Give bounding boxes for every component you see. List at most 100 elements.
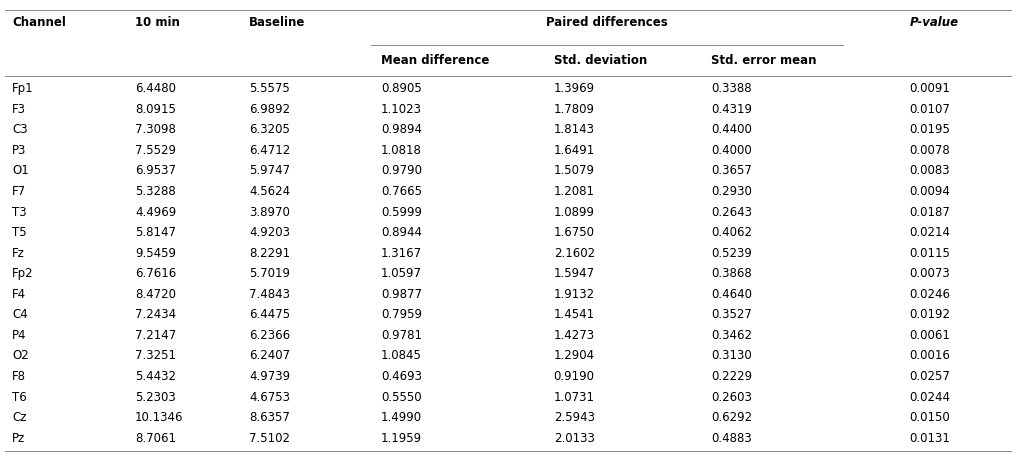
Text: Cz: Cz xyxy=(12,411,26,424)
Text: Mean difference: Mean difference xyxy=(381,54,490,67)
Text: 4.9739: 4.9739 xyxy=(249,370,290,383)
Text: 1.8143: 1.8143 xyxy=(554,123,594,136)
Text: 8.7061: 8.7061 xyxy=(135,431,176,445)
Text: Paired differences: Paired differences xyxy=(546,16,668,29)
Text: 0.9781: 0.9781 xyxy=(381,329,422,342)
Text: 1.5947: 1.5947 xyxy=(554,267,594,280)
Text: 0.0083: 0.0083 xyxy=(909,164,950,178)
Text: 0.2930: 0.2930 xyxy=(711,185,752,198)
Text: F3: F3 xyxy=(12,103,26,116)
Text: 0.4319: 0.4319 xyxy=(711,103,752,116)
Text: 1.9132: 1.9132 xyxy=(554,288,594,301)
Text: 6.2366: 6.2366 xyxy=(249,329,290,342)
Text: Pz: Pz xyxy=(12,431,25,445)
Text: 0.6292: 0.6292 xyxy=(711,411,752,424)
Text: 0.0061: 0.0061 xyxy=(909,329,950,342)
Text: 1.6491: 1.6491 xyxy=(554,144,595,157)
Text: 1.1959: 1.1959 xyxy=(381,431,422,445)
Text: 0.3657: 0.3657 xyxy=(711,164,752,178)
Text: 0.3527: 0.3527 xyxy=(711,308,752,321)
Text: 0.0257: 0.0257 xyxy=(909,370,950,383)
Text: 6.4475: 6.4475 xyxy=(249,308,290,321)
Text: 5.9747: 5.9747 xyxy=(249,164,290,178)
Text: 1.6750: 1.6750 xyxy=(554,226,594,239)
Text: 0.3388: 0.3388 xyxy=(711,82,752,95)
Text: 0.0107: 0.0107 xyxy=(909,103,950,116)
Text: 1.0818: 1.0818 xyxy=(381,144,422,157)
Text: 0.8905: 0.8905 xyxy=(381,82,422,95)
Text: 0.4400: 0.4400 xyxy=(711,123,752,136)
Text: 6.9892: 6.9892 xyxy=(249,103,290,116)
Text: 7.3251: 7.3251 xyxy=(135,349,176,363)
Text: 1.5079: 1.5079 xyxy=(554,164,594,178)
Text: 0.0078: 0.0078 xyxy=(909,144,950,157)
Text: 0.0150: 0.0150 xyxy=(909,411,950,424)
Text: 0.0214: 0.0214 xyxy=(909,226,950,239)
Text: 6.3205: 6.3205 xyxy=(249,123,290,136)
Text: 2.0133: 2.0133 xyxy=(554,431,594,445)
Text: 1.0597: 1.0597 xyxy=(381,267,422,280)
Text: 0.9790: 0.9790 xyxy=(381,164,422,178)
Text: 1.0899: 1.0899 xyxy=(554,206,594,218)
Text: O1: O1 xyxy=(12,164,28,178)
Text: C3: C3 xyxy=(12,123,27,136)
Text: 0.4000: 0.4000 xyxy=(711,144,752,157)
Text: 0.4062: 0.4062 xyxy=(711,226,752,239)
Text: 5.4432: 5.4432 xyxy=(135,370,176,383)
Text: 2.1602: 2.1602 xyxy=(554,246,594,260)
Text: 6.4480: 6.4480 xyxy=(135,82,176,95)
Text: 7.4843: 7.4843 xyxy=(249,288,290,301)
Text: 0.3130: 0.3130 xyxy=(711,349,752,363)
Text: 0.0091: 0.0091 xyxy=(909,82,950,95)
Text: 0.7665: 0.7665 xyxy=(381,185,422,198)
Text: 1.7809: 1.7809 xyxy=(554,103,594,116)
Text: Baseline: Baseline xyxy=(249,16,305,29)
Text: Std. deviation: Std. deviation xyxy=(554,54,647,67)
Text: 0.8944: 0.8944 xyxy=(381,226,422,239)
Text: Fz: Fz xyxy=(12,246,25,260)
Text: 0.9190: 0.9190 xyxy=(554,370,594,383)
Text: 3.8970: 3.8970 xyxy=(249,206,290,218)
Text: 5.8147: 5.8147 xyxy=(135,226,176,239)
Text: T5: T5 xyxy=(12,226,26,239)
Text: 4.5624: 4.5624 xyxy=(249,185,290,198)
Text: O2: O2 xyxy=(12,349,28,363)
Text: F7: F7 xyxy=(12,185,26,198)
Text: 0.0131: 0.0131 xyxy=(909,431,950,445)
Text: 0.0073: 0.0073 xyxy=(909,267,950,280)
Text: 0.0246: 0.0246 xyxy=(909,288,950,301)
Text: 0.4693: 0.4693 xyxy=(381,370,422,383)
Text: 4.6753: 4.6753 xyxy=(249,391,290,403)
Text: 1.0845: 1.0845 xyxy=(381,349,422,363)
Text: P3: P3 xyxy=(12,144,26,157)
Text: 6.4712: 6.4712 xyxy=(249,144,291,157)
Text: 0.2643: 0.2643 xyxy=(711,206,752,218)
Text: 0.0192: 0.0192 xyxy=(909,308,950,321)
Text: 9.5459: 9.5459 xyxy=(135,246,176,260)
Text: 7.2147: 7.2147 xyxy=(135,329,177,342)
Text: 6.2407: 6.2407 xyxy=(249,349,290,363)
Text: 7.5102: 7.5102 xyxy=(249,431,290,445)
Text: 6.9537: 6.9537 xyxy=(135,164,176,178)
Text: 0.4640: 0.4640 xyxy=(711,288,752,301)
Text: 1.3969: 1.3969 xyxy=(554,82,594,95)
Text: 0.9894: 0.9894 xyxy=(381,123,422,136)
Text: P-value: P-value xyxy=(909,16,958,29)
Text: Fp1: Fp1 xyxy=(12,82,34,95)
Text: 6.7616: 6.7616 xyxy=(135,267,177,280)
Text: 10.1346: 10.1346 xyxy=(135,411,184,424)
Text: 7.3098: 7.3098 xyxy=(135,123,176,136)
Text: 0.7959: 0.7959 xyxy=(381,308,422,321)
Text: 0.0187: 0.0187 xyxy=(909,206,950,218)
Text: 8.4720: 8.4720 xyxy=(135,288,176,301)
Text: F4: F4 xyxy=(12,288,26,301)
Text: 0.0115: 0.0115 xyxy=(909,246,950,260)
Text: 1.1023: 1.1023 xyxy=(381,103,422,116)
Text: 8.2291: 8.2291 xyxy=(249,246,290,260)
Text: 0.0244: 0.0244 xyxy=(909,391,950,403)
Text: 0.2229: 0.2229 xyxy=(711,370,752,383)
Text: 5.2303: 5.2303 xyxy=(135,391,176,403)
Text: F8: F8 xyxy=(12,370,26,383)
Text: Std. error mean: Std. error mean xyxy=(711,54,817,67)
Text: 5.7019: 5.7019 xyxy=(249,267,290,280)
